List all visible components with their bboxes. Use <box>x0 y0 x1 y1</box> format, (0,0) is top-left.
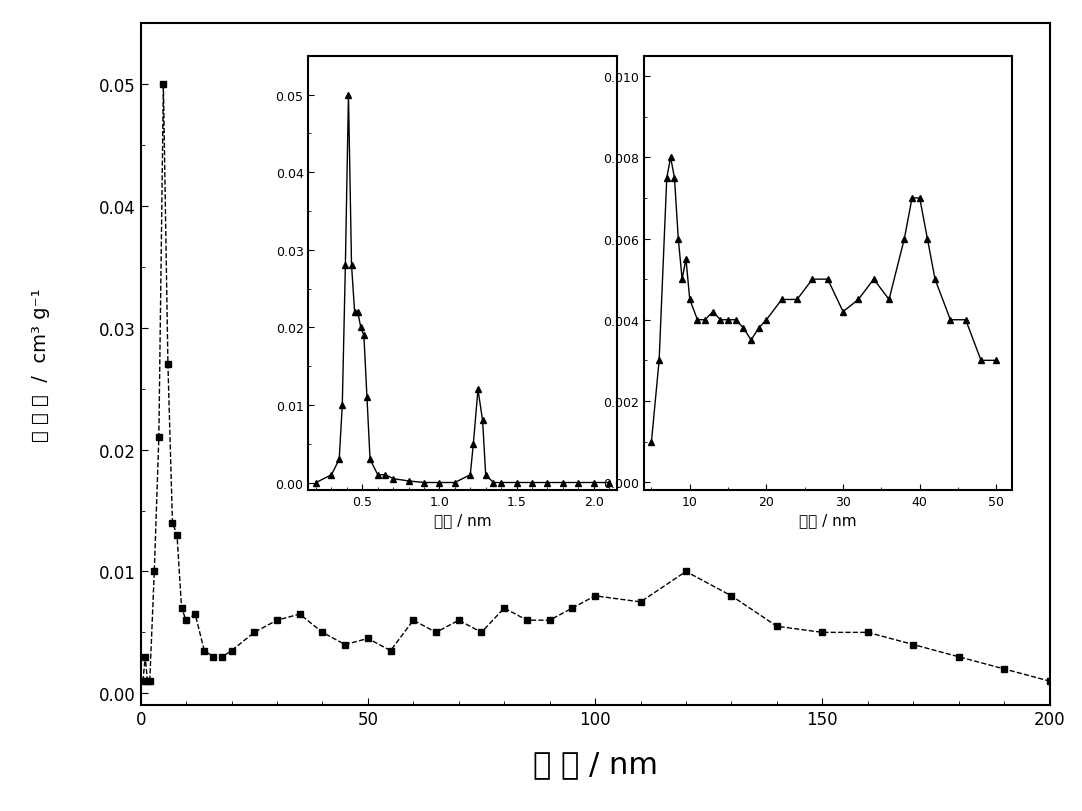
Text: 孔 体 积  /  cm³ g⁻¹: 孔 体 积 / cm³ g⁻¹ <box>31 288 50 442</box>
X-axis label: 孔 径 / nm: 孔 径 / nm <box>532 749 658 779</box>
X-axis label: 孔径 / nm: 孔径 / nm <box>799 513 857 528</box>
X-axis label: 孔径 / nm: 孔径 / nm <box>434 513 491 528</box>
